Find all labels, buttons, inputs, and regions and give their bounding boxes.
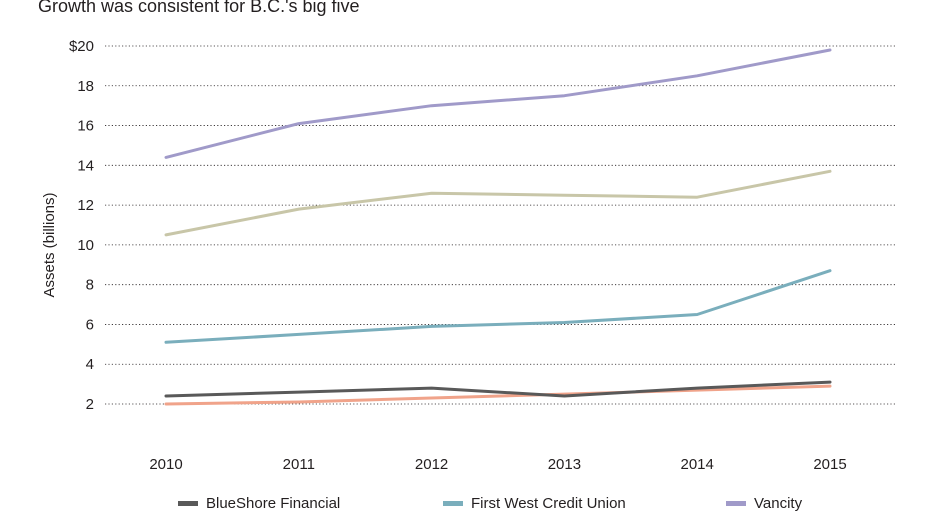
y-tick-label: 12 [77, 197, 94, 214]
series-lines [164, 48, 832, 406]
x-axis-ticks: 2010 2011 2012 2013 2014 2015 [149, 456, 846, 473]
y-tick-label: 8 [86, 277, 94, 294]
x-tick-label: 2011 [283, 456, 315, 473]
y-axis-label: Assets (billions) [41, 192, 58, 297]
legend-swatch [178, 501, 198, 506]
x-tick-label: 2010 [149, 456, 182, 473]
series-line-1 [164, 48, 832, 159]
y-tick-label: 4 [86, 356, 94, 373]
legend-item-blueshore: BlueShore Financial [178, 495, 340, 512]
y-tick-label: 10 [77, 237, 94, 254]
gridlines [105, 45, 897, 405]
x-tick-label: 2014 [681, 456, 714, 473]
y-tick-label: 18 [77, 78, 94, 95]
y-tick-label: 2 [86, 396, 94, 413]
legend-label: BlueShore Financial [206, 495, 341, 512]
legend: BlueShore Financial First West Credit Un… [0, 495, 938, 519]
chart-title: Growth was consistent for B.C.'s big fiv… [38, 0, 360, 16]
legend-swatch [443, 501, 463, 506]
legend-item-first-west: First West Credit Union [443, 495, 626, 512]
legend-label: First West Credit Union [471, 495, 626, 512]
series-line-2 [164, 169, 832, 237]
series-line-4 [164, 380, 832, 398]
x-tick-label: 2012 [415, 456, 448, 473]
x-tick-label: 2013 [548, 456, 581, 473]
legend-item-vancity: Vancity [726, 495, 802, 512]
legend-swatch [726, 501, 746, 506]
y-tick-label: 14 [77, 157, 94, 174]
legend-label: Vancity [754, 495, 803, 512]
x-tick-label: 2015 [813, 456, 846, 473]
y-tick-label: $20 [69, 38, 94, 55]
series-line-3 [164, 269, 832, 344]
y-tick-label: 6 [86, 316, 94, 333]
y-tick-label: 16 [77, 118, 94, 135]
y-axis-ticks: 2 4 6 8 10 12 14 16 18 $20 [69, 38, 94, 413]
series-line-5 [164, 384, 832, 406]
